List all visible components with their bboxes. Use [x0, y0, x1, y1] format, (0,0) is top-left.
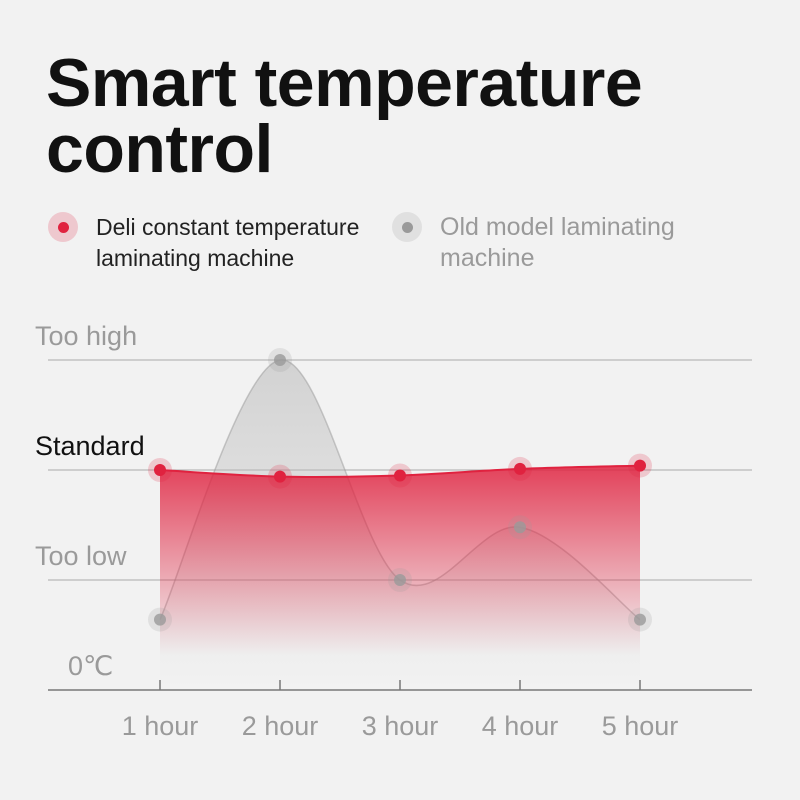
legend-entry: Old model laminating machine [392, 212, 722, 274]
data-point [634, 459, 646, 472]
legend-label: Deli constant temperature laminating mac… [96, 214, 360, 271]
data-point [274, 470, 286, 483]
y-tick-label: Standard [35, 431, 145, 461]
legend-swatch [392, 212, 422, 242]
data-point [274, 354, 286, 366]
y-tick-label: 0℃ [68, 651, 113, 681]
data-point [154, 613, 166, 626]
chart-title: Smart temperature control [46, 45, 643, 187]
legend-swatch [48, 212, 78, 242]
x-tick-label: 3 hour [362, 711, 439, 741]
series-area [160, 465, 640, 655]
x-tick-label: 5 hour [602, 711, 679, 741]
x-tick-label: 4 hour [482, 711, 559, 741]
data-point [154, 464, 166, 476]
data-point [634, 613, 646, 626]
data-point [514, 521, 526, 534]
y-tick-label: Too low [35, 541, 127, 571]
y-tick-label: Too high [35, 321, 137, 351]
legend-entry: Deli constant temperature laminating mac… [48, 212, 388, 274]
data-point [394, 469, 406, 482]
x-tick-label: 2 hour [242, 711, 319, 741]
legend-label: Old model laminating machine [440, 213, 675, 272]
data-point [514, 462, 526, 475]
x-tick-label: 1 hour [122, 711, 199, 741]
data-point [394, 574, 406, 586]
